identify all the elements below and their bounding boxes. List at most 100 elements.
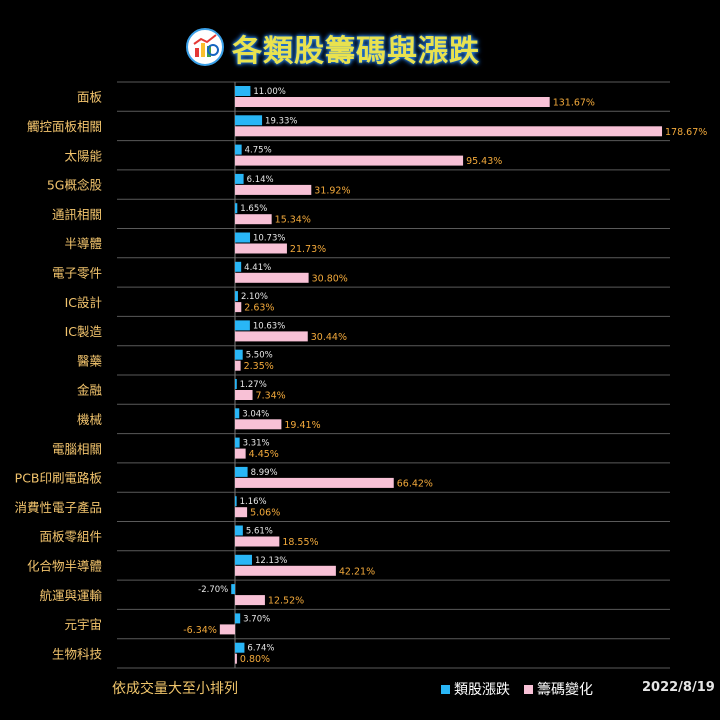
price-bar (235, 261, 242, 272)
price-bar (235, 496, 237, 507)
price-bar (235, 86, 251, 96)
chip-value-label: 95.43% (466, 156, 502, 167)
chip-bar (235, 565, 336, 576)
chip-bar (235, 419, 282, 430)
chip-bar (219, 624, 235, 635)
chip-bar (235, 331, 308, 342)
category-label: 電腦相關 (52, 441, 102, 456)
legend: 類股漲跌 籌碼變化 (441, 679, 607, 699)
category-label: 半導體 (64, 236, 102, 251)
price-value-label: 1.27% (240, 380, 267, 390)
price-value-label: 5.50% (246, 351, 273, 361)
price-bar (235, 554, 252, 565)
price-value-label: 10.63% (253, 321, 285, 331)
price-bar (235, 203, 238, 214)
category-label: 機械 (77, 412, 103, 427)
category-label: PCB印刷電路板 (15, 471, 103, 486)
price-value-label: 6.74% (247, 644, 274, 654)
chip-value-label: 2.35% (244, 361, 274, 372)
category-label: 航運與運輸 (39, 588, 102, 603)
chip-value-label: 19.41% (284, 420, 320, 431)
price-value-label: 10.73% (253, 234, 285, 244)
category-label: IC製造 (65, 324, 103, 339)
chip-bar (235, 155, 464, 166)
chip-value-label: 0.80% (240, 654, 270, 665)
price-bar (235, 115, 263, 126)
price-bar (235, 437, 240, 448)
legend-item-price: 類股漲跌 (441, 679, 510, 699)
chip-bar (235, 184, 312, 195)
price-value-label: 6.14% (247, 175, 274, 185)
price-value-label: 11.00% (253, 87, 285, 97)
chip-value-label: 31.92% (314, 185, 350, 196)
chip-value-label: 2.63% (244, 303, 274, 314)
chip-value-label: 12.52% (268, 596, 304, 607)
price-bar (235, 291, 238, 302)
price-value-label: -2.70% (198, 585, 228, 595)
price-bar (235, 525, 243, 536)
chip-bar (235, 126, 663, 137)
category-label: 生物科技 (52, 646, 103, 661)
chip-value-label: 30.80% (312, 273, 348, 284)
legend-label-chip: 籌碼變化 (537, 682, 593, 698)
price-bar (235, 408, 240, 419)
price-value-label: 5.61% (246, 527, 273, 537)
chip-value-label: 18.55% (282, 537, 318, 548)
price-value-label: 19.33% (265, 116, 297, 126)
category-label: 觸控面板相關 (27, 119, 102, 134)
chip-value-label: -6.34% (183, 625, 217, 636)
category-label: 元宇宙 (64, 617, 102, 632)
price-value-label: 3.70% (243, 614, 270, 624)
price-bar (235, 349, 243, 360)
category-label: IC設計 (65, 295, 102, 310)
legend-swatch-chip (524, 684, 533, 694)
chip-bar (235, 653, 237, 664)
chip-bar (235, 272, 309, 283)
chip-value-label: 66.42% (397, 478, 433, 489)
price-value-label: 3.31% (243, 439, 270, 449)
chip-bar (235, 507, 248, 518)
category-label: 金融 (77, 383, 103, 398)
legend-swatch-price (441, 684, 450, 694)
category-label: 5G概念股 (47, 178, 103, 193)
category-label: 消費性電子產品 (14, 500, 102, 515)
category-label: 面板零組件 (39, 529, 102, 544)
category-label: 太陽能 (64, 148, 102, 163)
price-bar (235, 379, 237, 389)
category-label: 醫藥 (77, 353, 103, 368)
legend-label-price: 類股漲跌 (454, 682, 510, 698)
price-bar (235, 613, 241, 624)
price-bar (235, 232, 251, 243)
price-value-label: 1.16% (240, 497, 267, 507)
chip-bar (235, 97, 550, 107)
price-bar (235, 173, 244, 184)
chip-bar (235, 477, 394, 488)
price-bar (235, 144, 242, 155)
logo-icon (186, 28, 224, 66)
chip-bar (235, 595, 265, 606)
price-value-label: 3.04% (242, 409, 269, 419)
price-bar (235, 466, 248, 477)
chip-value-label: 15.34% (275, 215, 311, 226)
chip-bar (235, 360, 241, 371)
chip-bar (235, 390, 253, 400)
chip-bar (235, 243, 287, 254)
category-label: 化合物半導體 (27, 558, 102, 573)
price-value-label: 4.41% (244, 263, 271, 273)
chip-value-label: 5.06% (250, 508, 280, 519)
legend-item-chip: 籌碼變化 (524, 679, 593, 699)
price-value-label: 1.65% (240, 204, 267, 214)
category-label: 電子零件 (52, 265, 102, 280)
price-bar (235, 320, 250, 331)
category-label: 通訊相關 (52, 207, 102, 222)
price-value-label: 2.10% (241, 292, 268, 302)
chip-value-label: 131.67% (553, 98, 595, 109)
price-bar (231, 584, 235, 595)
sort-note: 依成交量大至小排列 (112, 681, 238, 697)
chip-bar (235, 214, 272, 225)
chip-value-label: 7.34% (256, 391, 286, 402)
chart-title: 各類股籌碼與漲跌 (232, 34, 480, 69)
chip-value-label: 42.21% (339, 566, 375, 577)
